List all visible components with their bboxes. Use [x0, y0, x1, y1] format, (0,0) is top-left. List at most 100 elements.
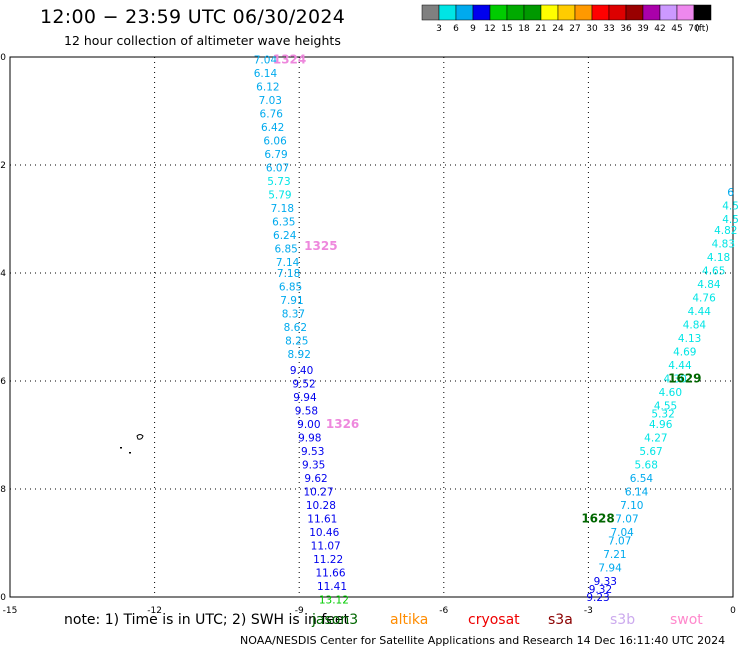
swh-value-label: 6.42	[261, 122, 284, 134]
legend-color-swatch	[421, 4, 440, 21]
pass-number-label: 1326	[326, 417, 359, 431]
pass-number-label: 1628	[581, 512, 614, 526]
legend-color-swatch	[608, 4, 627, 21]
swh-value-label: 6.54	[630, 473, 654, 485]
swh-value-label: 7.04	[254, 55, 278, 67]
swh-value-label: 9.58	[295, 406, 318, 418]
swh-value-label: 9.23	[586, 592, 609, 604]
legend-color-swatch	[506, 4, 525, 21]
swh-value-label: 8.92	[288, 349, 311, 361]
swh-value-label: 5.79	[268, 190, 291, 202]
legend-color-swatch	[489, 4, 508, 21]
y-tick-label: -30	[0, 53, 6, 63]
swh-value-label: 6.12	[256, 82, 279, 94]
legend-tick-label: 3	[436, 24, 442, 34]
legend-tick-label: 24	[552, 24, 564, 34]
sat-label-cryosat: cryosat	[468, 612, 520, 628]
swh-value-label: 9.94	[293, 392, 317, 404]
sat-label-altika: altika	[390, 612, 429, 628]
swh-value-label: 9.52	[292, 379, 315, 391]
legend-color-swatch	[540, 4, 559, 21]
swh-value-label: 11.41	[317, 581, 347, 593]
legend-tick-label: 30	[586, 24, 598, 34]
swh-value-label: 7.07	[608, 535, 631, 547]
legend-color-swatch	[676, 4, 695, 21]
coastline-dot	[120, 447, 122, 449]
legend-tick-label: 18	[518, 24, 530, 34]
swh-value-label: 13.12	[319, 595, 349, 607]
swh-value-label: 8.37	[282, 309, 305, 321]
swh-value-label: 7.10	[620, 500, 643, 512]
swh-value-label: 9.62	[304, 473, 327, 485]
swh-value-label: 11.22	[313, 554, 343, 566]
legend-tick-label: 42	[654, 24, 665, 34]
swh-value-label: 4.83	[712, 238, 735, 250]
legend-tick-label: 6	[453, 24, 459, 34]
swh-value-label: 7.21	[603, 549, 626, 561]
swh-value-label: 4.96	[649, 419, 673, 431]
legend-color-swatch	[625, 4, 644, 21]
swh-value-label: 6.35	[272, 217, 295, 229]
sat-label-jason3: jason3	[312, 612, 359, 628]
swh-value-label: 4.84	[683, 319, 707, 331]
swh-value-label: 7.91	[280, 295, 303, 307]
y-tick-label: -38	[0, 485, 6, 495]
swh-value-label: 4.55	[654, 400, 677, 412]
swh-value-label: 6.24	[273, 230, 297, 242]
sat-label-s3b: s3b	[610, 612, 636, 628]
swh-value-label: 6.76	[260, 109, 284, 121]
swh-value-label: 6.07	[266, 163, 289, 175]
chart-subtitle: 12 hour collection of altimeter wave hei…	[64, 33, 341, 48]
swh-value-label: 4.13	[678, 333, 701, 345]
x-tick-label: -3	[584, 606, 593, 616]
swh-value-label: 4.60	[659, 387, 682, 399]
swh-value-label: 6.85	[274, 244, 297, 256]
legend-color-swatch	[472, 4, 491, 21]
swh-value-label: 4.44	[688, 306, 712, 318]
swh-value-label: 11.66	[315, 568, 345, 580]
x-tick-label: -12	[147, 606, 162, 616]
coastline-dot	[129, 452, 131, 454]
swh-value-label: 9.40	[290, 365, 313, 377]
swh-value-label: 11.61	[307, 514, 337, 526]
legend-tick-label: 39	[637, 24, 649, 34]
swh-value-label: 6	[727, 187, 734, 199]
swh-value-label: 4.69	[673, 346, 696, 358]
swh-value-label: 4.76	[692, 292, 716, 304]
swh-value-label: 9.35	[302, 460, 325, 472]
swh-value-label: 4.84	[697, 279, 721, 291]
swh-value-label: 7.18	[271, 203, 294, 215]
coastline	[136, 434, 144, 440]
swh-value-label: 5.68	[635, 460, 658, 472]
y-tick-label: -40	[0, 593, 6, 603]
legend-color-swatch	[557, 4, 576, 21]
swh-value-label: 7.18	[277, 268, 300, 280]
y-tick-label: -34	[0, 269, 6, 279]
swh-value-label: 7.03	[259, 95, 282, 107]
swh-value-label: 4.65	[702, 265, 725, 277]
legend-tick-label: 21	[535, 24, 546, 34]
x-tick-label: -15	[3, 606, 18, 616]
swh-value-label: 9.33	[594, 576, 617, 588]
legend-tick-label: 9	[470, 24, 476, 34]
legend-color-swatch	[693, 4, 712, 21]
legend-tick-label: 12	[484, 24, 495, 34]
swh-value-label: 6.06	[263, 136, 287, 148]
legend-color-swatch	[591, 4, 610, 21]
swh-value-label: 4.5	[722, 214, 739, 226]
swh-value-label: 6.79	[264, 149, 287, 161]
swh-value-label: 7.04	[610, 527, 634, 539]
y-tick-label: -36	[0, 377, 6, 387]
legend-tick-label: 45	[671, 24, 682, 34]
swh-value-label: 6.14	[625, 487, 649, 499]
swh-value-label: 9.32	[589, 584, 612, 596]
y-tick-label: -32	[0, 161, 6, 171]
swh-value-label: 4.5	[722, 201, 739, 213]
swh-value-label: 10.46	[309, 527, 339, 539]
swh-value-label: 5.67	[639, 446, 662, 458]
plot-frame	[9, 56, 734, 598]
swh-value-label: 4.18	[707, 252, 730, 264]
legend-tick-label: 70	[688, 24, 700, 34]
swh-value-label: 8.25	[285, 336, 308, 348]
